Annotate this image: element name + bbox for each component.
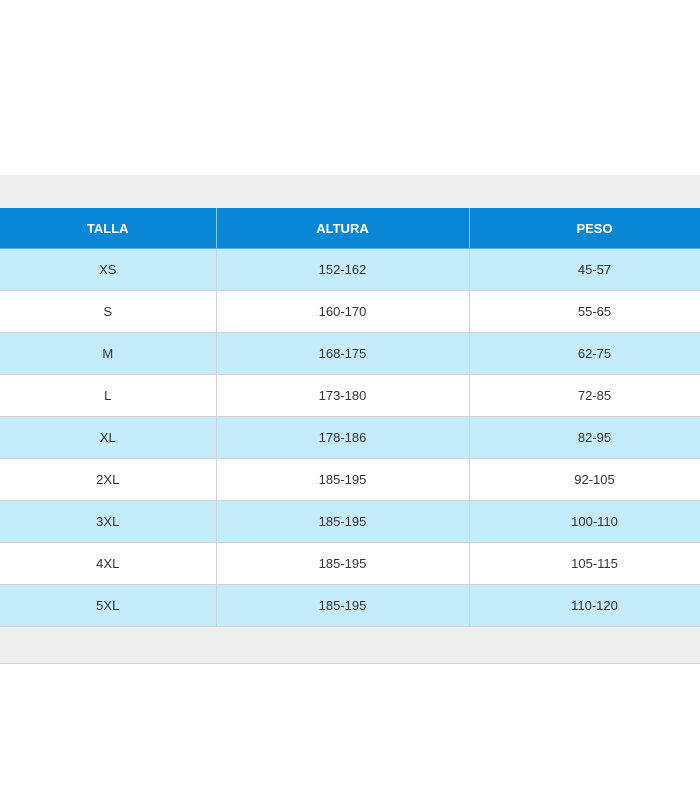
cell-peso: 55-65	[469, 290, 700, 333]
table-row: XS 152-162 45-57	[0, 248, 700, 291]
cell-talla: L	[0, 374, 217, 417]
table-row: M 168-175 62-75	[0, 332, 700, 375]
cell-altura: 173-180	[216, 374, 470, 417]
cell-altura: 168-175	[216, 332, 470, 375]
cell-talla: XS	[0, 248, 217, 291]
table-row: XL 178-186 82-95	[0, 416, 700, 459]
table-row: 2XL 185-195 92-105	[0, 458, 700, 501]
cell-talla: S	[0, 290, 217, 333]
table-header-row: TALLA ALTURA PESO	[0, 208, 700, 249]
header-talla: TALLA	[0, 208, 217, 249]
cell-talla: 4XL	[0, 542, 217, 585]
table-row: 4XL 185-195 105-115	[0, 542, 700, 585]
table-row: 3XL 185-195 100-110	[0, 500, 700, 543]
cell-peso: 82-95	[469, 416, 700, 459]
size-chart-table: TALLA ALTURA PESO XS 152-162 45-57 S 160-170…	[0, 208, 700, 627]
table-row: 5XL 185-195 110-120	[0, 584, 700, 627]
header-peso: PESO	[469, 208, 700, 249]
cell-peso: 110-120	[469, 584, 700, 627]
table-row: S 160-170 55-65	[0, 290, 700, 333]
cell-altura: 185-195	[216, 542, 470, 585]
table-body: XS 152-162 45-57 S 160-170 55-65 M 168-175 62-75…	[0, 248, 700, 627]
table-row: L 173-180 72-85	[0, 374, 700, 417]
cell-altura: 178-186	[216, 416, 470, 459]
cell-peso: 45-57	[469, 248, 700, 291]
cell-altura: 185-195	[216, 500, 470, 543]
cell-peso: 92-105	[469, 458, 700, 501]
cell-peso: 72-85	[469, 374, 700, 417]
header-altura: ALTURA	[216, 208, 470, 249]
cell-peso: 105-115	[469, 542, 700, 585]
size-chart-container: TALLA ALTURA PESO XS 152-162 45-57 S 160-170…	[0, 208, 700, 627]
cell-altura: 185-195	[216, 458, 470, 501]
cell-peso: 100-110	[469, 500, 700, 543]
cell-talla: 3XL	[0, 500, 217, 543]
cell-altura: 152-162	[216, 248, 470, 291]
cell-talla: XL	[0, 416, 217, 459]
cell-talla: 5XL	[0, 584, 217, 627]
cell-altura: 160-170	[216, 290, 470, 333]
cell-altura: 185-195	[216, 584, 470, 627]
cell-talla: 2XL	[0, 458, 217, 501]
cell-peso: 62-75	[469, 332, 700, 375]
cell-talla: M	[0, 332, 217, 375]
